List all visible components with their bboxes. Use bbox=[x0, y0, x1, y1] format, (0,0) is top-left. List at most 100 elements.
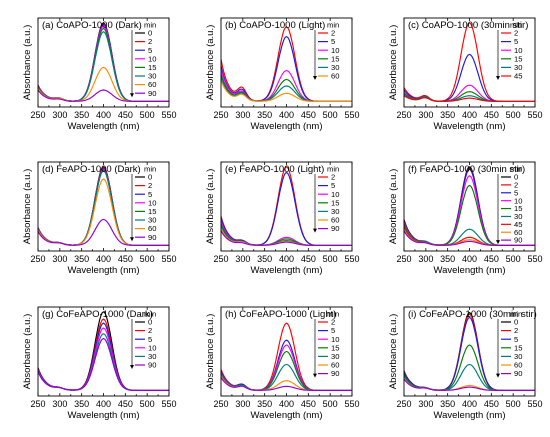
series-line bbox=[403, 84, 535, 102]
legend-label: 90 bbox=[148, 361, 156, 370]
x-axis-label: Wavelength (nm) bbox=[434, 265, 506, 276]
y-axis-label: Absorbance (a.u.) bbox=[388, 314, 399, 390]
legend-label: 60 bbox=[331, 361, 339, 370]
x-tick-label: 550 bbox=[161, 254, 176, 264]
x-tick-label: 400 bbox=[96, 110, 111, 120]
x-tick-label: 350 bbox=[440, 399, 455, 409]
x-tick-label: 250 bbox=[213, 399, 228, 409]
series-line bbox=[220, 377, 352, 391]
legend-label: 15 bbox=[148, 207, 156, 216]
y-axis-label: Absorbance (a.u.) bbox=[205, 169, 216, 245]
series-line bbox=[37, 337, 169, 391]
x-tick-label: 500 bbox=[323, 254, 338, 264]
legend-label: 5 bbox=[331, 37, 335, 46]
legend-label: 15 bbox=[331, 198, 339, 207]
chart-title: (g) CoFeAPO-1000 (Dark) bbox=[42, 309, 153, 320]
x-tick-label: 500 bbox=[140, 254, 155, 264]
legend-title: min bbox=[510, 165, 522, 174]
x-tick-label: 350 bbox=[74, 254, 89, 264]
x-tick-label: 350 bbox=[74, 110, 89, 120]
legend-label: 30 bbox=[514, 212, 522, 221]
x-tick-label: 450 bbox=[484, 399, 499, 409]
legend-arrowhead bbox=[313, 373, 317, 378]
legend-arrowhead bbox=[130, 365, 134, 369]
legend-label: 0 bbox=[148, 173, 152, 182]
x-tick-label: 250 bbox=[396, 110, 411, 120]
x-axis-label: Wavelength (nm) bbox=[434, 121, 506, 132]
x-axis-label: Wavelength (nm) bbox=[68, 410, 140, 421]
series-line bbox=[403, 95, 535, 102]
y-axis-label: Absorbance (a.u.) bbox=[388, 25, 399, 101]
x-tick-label: 500 bbox=[323, 110, 338, 120]
chart-panel: 250 300 350 400 450 500 550 (h) CoFeAPO-1000 (L… bbox=[205, 306, 360, 421]
series-line bbox=[403, 377, 535, 391]
legend-label: 2 bbox=[148, 181, 152, 190]
legend-arrowhead bbox=[496, 240, 500, 245]
x-tick-label: 300 bbox=[235, 254, 250, 264]
legend-label: 90 bbox=[148, 89, 156, 98]
chart-title: (a) CoAPO-1000 (Dark) bbox=[42, 20, 142, 31]
x-tick-label: 250 bbox=[30, 254, 45, 264]
legend-label: 2 bbox=[331, 173, 335, 182]
legend-label: 45 bbox=[514, 220, 522, 229]
legend-label: 60 bbox=[331, 72, 339, 81]
x-tick-label: 300 bbox=[418, 254, 433, 264]
chart-panel: 250 300 350 400 450 500 550(f) FeAPO-1000 (30m… bbox=[388, 161, 543, 276]
x-tick-label: 250 bbox=[30, 110, 45, 120]
legend-label: 5 bbox=[148, 46, 152, 55]
x-tick-label: 500 bbox=[140, 110, 155, 120]
legend-label: 2 bbox=[331, 29, 335, 38]
x-tick-label: 500 bbox=[506, 254, 521, 264]
x-tick-label: 400 bbox=[462, 399, 477, 409]
legend-label: 90 bbox=[331, 369, 339, 378]
x-tick-label: 550 bbox=[527, 110, 542, 120]
legend-title: min bbox=[144, 165, 156, 174]
legend-label: 0 bbox=[148, 318, 152, 327]
x-tick-label: 400 bbox=[96, 254, 111, 264]
x-tick-label: 450 bbox=[118, 399, 133, 409]
legend-label: 2 bbox=[514, 29, 518, 38]
legend-label: 60 bbox=[148, 224, 156, 233]
legend-arrowhead bbox=[130, 93, 134, 98]
chart-panel: 250 300 350 400 450 500 550(d) FeAPO-1000 (Dar… bbox=[22, 161, 177, 276]
x-tick-label: 350 bbox=[257, 110, 272, 120]
x-tick-label: 350 bbox=[257, 399, 272, 409]
x-tick-label: 300 bbox=[52, 399, 67, 409]
legend-label: 10 bbox=[148, 54, 156, 63]
legend-label: 10 bbox=[514, 196, 522, 205]
x-tick-label: 550 bbox=[344, 399, 359, 409]
legend-label: 5 bbox=[514, 37, 518, 46]
chart-title: (c) CoAPO-1000 (30min stir) bbox=[408, 20, 528, 31]
legend-arrowhead bbox=[313, 228, 317, 233]
y-axis-label: Absorbance (a.u.) bbox=[22, 169, 33, 245]
legend-label: 15 bbox=[514, 343, 522, 352]
legend-label: 0 bbox=[514, 318, 518, 327]
x-tick-label: 550 bbox=[527, 399, 542, 409]
chart-panel: 250 300 350 400 450 500 550(a) CoAPO-1000 (Dar… bbox=[22, 17, 177, 132]
chart-title: (f) FeAPO-1000 (30min stir) bbox=[408, 164, 525, 175]
x-tick-label: 450 bbox=[118, 110, 133, 120]
chart-title: (e) FeAPO-1000 (Light) bbox=[225, 164, 324, 175]
legend-label: 2 bbox=[148, 37, 152, 46]
legend-label: 5 bbox=[148, 190, 152, 199]
x-axis-label: Wavelength (nm) bbox=[434, 410, 506, 421]
x-tick-label: 550 bbox=[344, 110, 359, 120]
x-tick-label: 550 bbox=[161, 110, 176, 120]
x-tick-label: 450 bbox=[118, 254, 133, 264]
series-line bbox=[220, 80, 352, 102]
x-tick-label: 450 bbox=[301, 110, 316, 120]
x-tick-label: 450 bbox=[301, 399, 316, 409]
legend-title: min bbox=[327, 310, 339, 319]
legend-label: 60 bbox=[514, 228, 522, 237]
x-axis-label: Wavelength (nm) bbox=[251, 121, 323, 132]
y-axis-label: Absorbance (a.u.) bbox=[22, 25, 33, 101]
legend-label: 15 bbox=[148, 63, 156, 72]
legend-label: 10 bbox=[331, 335, 339, 344]
legend-label: 0 bbox=[514, 173, 518, 182]
x-tick-label: 450 bbox=[484, 254, 499, 264]
x-tick-label: 250 bbox=[213, 110, 228, 120]
x-tick-label: 500 bbox=[323, 399, 338, 409]
x-tick-label: 350 bbox=[440, 254, 455, 264]
chart-title: (h) CoFeAPO-1000 (Light) bbox=[225, 309, 336, 320]
